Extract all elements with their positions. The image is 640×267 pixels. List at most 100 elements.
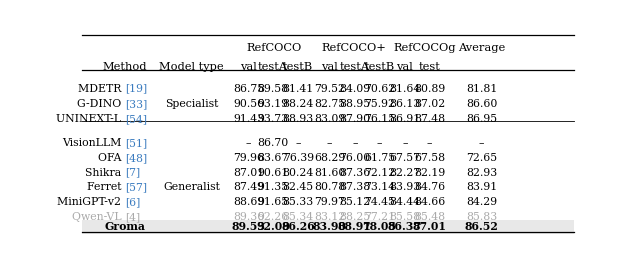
Text: G-DINO: G-DINO [77,99,125,109]
Bar [83,220,573,234]
Text: 89.36: 89.36 [233,212,264,222]
Text: 79.52: 79.52 [314,84,345,93]
Text: 83.67: 83.67 [257,153,289,163]
Text: UNINEXT-L: UNINEXT-L [56,115,125,124]
Text: –: – [402,138,408,148]
Text: –: – [377,138,382,148]
Text: –: – [352,138,358,148]
Text: [33]: [33] [125,99,147,109]
Text: val: val [240,62,257,72]
Text: val: val [397,62,413,72]
Text: 70.62: 70.62 [364,84,396,93]
Text: 89.53: 89.53 [232,221,266,233]
Text: 87.38: 87.38 [339,182,371,193]
Text: 84.09: 84.09 [339,84,371,93]
Text: 82.27: 82.27 [389,168,420,178]
Text: 88.69: 88.69 [233,197,264,207]
Text: 92.26: 92.26 [257,212,289,222]
Text: RefCOCO: RefCOCO [246,44,302,53]
Text: 82.93: 82.93 [466,168,497,178]
Text: 83.91: 83.91 [466,182,497,193]
Text: 91.35: 91.35 [257,182,289,193]
Text: –: – [479,138,484,148]
Text: –: – [246,138,252,148]
Text: MiniGPT-v2: MiniGPT-v2 [57,197,125,207]
Text: 61.75: 61.75 [364,153,395,163]
Text: 68.29: 68.29 [314,153,345,163]
Text: test: test [419,62,440,72]
Text: 81.81: 81.81 [466,84,497,93]
Text: RefCOCOg: RefCOCOg [393,44,456,53]
Text: –: – [296,138,301,148]
Text: 84.44: 84.44 [389,197,420,207]
Text: 85.33: 85.33 [283,197,314,207]
Text: 82.19: 82.19 [414,168,445,178]
Text: 75.92: 75.92 [364,99,395,109]
Text: RefCOCO+: RefCOCO+ [322,44,387,53]
Text: Groma: Groma [104,221,145,233]
Text: 76.15: 76.15 [364,115,395,124]
Text: 88.24: 88.24 [283,99,314,109]
Text: 84.29: 84.29 [466,197,497,207]
Text: 87.48: 87.48 [414,115,445,124]
Text: 72.65: 72.65 [466,153,497,163]
Text: 80.89: 80.89 [414,84,445,93]
Text: 86.37: 86.37 [388,221,422,233]
Text: [7]: [7] [125,168,140,178]
Text: 83.12: 83.12 [314,212,345,222]
Text: 83.93: 83.93 [389,182,420,193]
Text: 88.95: 88.95 [339,99,371,109]
Text: 76.00: 76.00 [339,153,371,163]
Text: 67.58: 67.58 [414,153,445,163]
Text: 90.61: 90.61 [257,168,289,178]
Text: [54]: [54] [125,115,147,124]
Text: 87.36: 87.36 [339,168,371,178]
Text: 86.60: 86.60 [466,99,497,109]
Text: 81.41: 81.41 [283,84,314,93]
Text: 81.60: 81.60 [314,168,345,178]
Text: 87.02: 87.02 [414,99,445,109]
Text: 81.64: 81.64 [389,84,420,93]
Text: 83.09: 83.09 [314,115,345,124]
Text: 73.14: 73.14 [364,182,395,193]
Text: 82.75: 82.75 [314,99,345,109]
Text: 85.48: 85.48 [414,212,445,222]
Text: 87.90: 87.90 [339,115,371,124]
Text: testA: testA [340,62,370,72]
Text: 90.56: 90.56 [233,99,264,109]
Text: 86.26: 86.26 [282,221,315,233]
Text: 86.95: 86.95 [466,115,497,124]
Text: MDETR: MDETR [78,84,125,93]
Text: Average: Average [458,44,506,53]
Text: [4]: [4] [125,212,140,222]
Text: 78.05: 78.05 [363,221,397,233]
Text: [51]: [51] [125,138,147,148]
Text: 76.39: 76.39 [283,153,314,163]
Text: val: val [321,62,338,72]
Text: 83.90: 83.90 [312,221,346,233]
Text: [19]: [19] [125,84,147,93]
Text: testA: testA [258,62,288,72]
Text: Method: Method [102,62,147,72]
Text: 88.91: 88.91 [338,221,372,233]
Text: 85.83: 85.83 [466,212,497,222]
Text: 84.76: 84.76 [414,182,445,193]
Text: 77.21: 77.21 [364,212,395,222]
Text: 82.45: 82.45 [283,182,314,193]
Text: 80.24: 80.24 [283,168,314,178]
Text: OFA: OFA [98,153,125,163]
Text: Shikra: Shikra [85,168,125,178]
Text: [57]: [57] [125,182,147,193]
Text: 86.13: 86.13 [389,99,420,109]
Text: –: – [327,138,332,148]
Text: 67.57: 67.57 [389,153,420,163]
Text: 86.75: 86.75 [233,84,264,93]
Text: 92.09: 92.09 [256,221,290,233]
Text: 85.12: 85.12 [339,197,371,207]
Text: 86.52: 86.52 [465,221,499,233]
Text: 74.45: 74.45 [364,197,395,207]
Text: 91.65: 91.65 [257,197,289,207]
Text: Generalist: Generalist [163,182,220,193]
Text: Model type: Model type [159,62,224,72]
Text: 80.78: 80.78 [314,182,345,193]
